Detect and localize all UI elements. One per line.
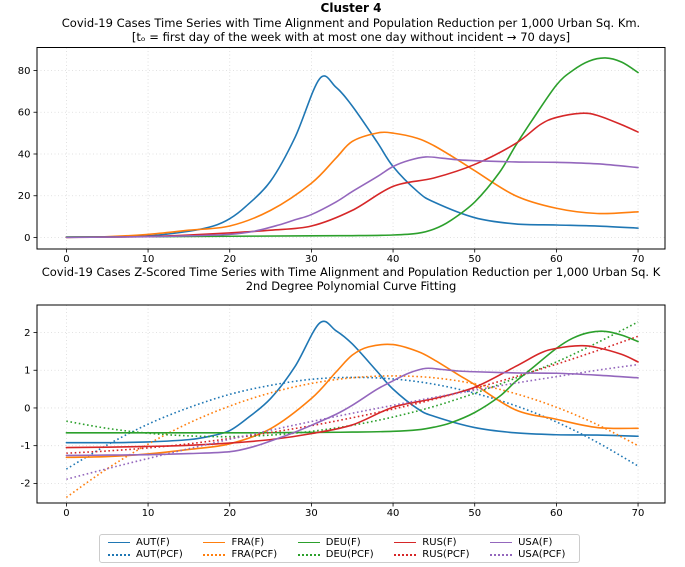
bottom-series-AUT(PCF): [65, 376, 639, 470]
legend: AUT(F) AUT(PCF) FRA(F) FRA(PCF) DEU(F) DEU(PC…: [99, 534, 580, 563]
y-tick-label: 40: [18, 149, 31, 160]
bottom-series-DEU(F): [65, 330, 639, 434]
x-tick-label: 70: [632, 254, 645, 265]
legend-solid-line-swatch: [108, 541, 130, 543]
bottom-series-FRA(F): [65, 343, 639, 459]
bottom-series-DEU(PCF): [66, 321, 639, 438]
top-chart-title: Covid-19 Cases Time Series with Time Ali…: [61, 16, 641, 30]
legend-solid-line-swatch: [490, 541, 513, 543]
bottom-series-USA(F): [65, 367, 639, 457]
x-tick-label: 50: [468, 508, 481, 519]
legend-dotted-line-swatch: [490, 553, 513, 556]
legend-dotted-line-swatch: [394, 553, 417, 556]
x-tick-label: 0: [63, 508, 69, 519]
top-chart-subtitle: [tₒ = first day of the week with at most…: [131, 30, 571, 44]
legend-label: USA(PCF): [518, 549, 566, 561]
legend-label: RUS(PCF): [422, 549, 470, 561]
figure-suptitle: Cluster 4: [320, 1, 382, 15]
legend-dotted-line-swatch: [297, 553, 320, 556]
x-tick-label: 0: [63, 254, 69, 265]
y-tick-label: 20: [18, 191, 31, 202]
bottom-chart-title: Covid-19 Cases Z-Scored Time Series with…: [41, 265, 661, 279]
bottom-series-RUS(PCF): [66, 335, 639, 455]
x-tick-label: 50: [468, 254, 481, 265]
legend-label: DEU(F): [325, 536, 361, 548]
top-series-RUS(F): [65, 112, 639, 239]
y-tick-label: -2: [21, 479, 31, 490]
x-tick-label: 30: [305, 254, 318, 265]
bottom-chart-subtitle: 2nd Degree Polynomial Curve Fitting: [245, 279, 457, 293]
legend-dotted-line-swatch: [203, 553, 226, 556]
y-tick-label: -1: [21, 441, 31, 452]
x-tick-label: 10: [142, 254, 155, 265]
x-tick-label: 20: [223, 254, 236, 265]
top-series-FRA(F): [65, 131, 639, 239]
top-series-DEU(F): [65, 57, 639, 238]
legend-item: RUS(F): [394, 537, 475, 548]
plot-border: [36, 47, 666, 250]
x-tick-label: 60: [550, 254, 563, 265]
y-tick-label: 0: [24, 403, 30, 414]
y-tick-label: 60: [18, 108, 31, 119]
legend-label: FRA(PCF): [231, 549, 278, 561]
x-tick-label: 70: [632, 508, 645, 519]
legend-item: FRA(PCF): [203, 549, 282, 560]
legend-item: USA(F): [490, 537, 571, 548]
legend-label: AUT(F): [136, 536, 170, 548]
legend-item: FRA(F): [203, 537, 282, 548]
legend-label: USA(F): [518, 536, 553, 548]
legend-item: AUT(PCF): [108, 549, 188, 560]
top-chart: 0 10 20 30 40 50 60 70 0 20 40 60 80: [18, 47, 666, 265]
legend-solid-line-swatch: [203, 541, 226, 543]
x-tick-label: 40: [387, 508, 400, 519]
legend-label: RUS(F): [422, 536, 457, 548]
legend-item: RUS(PCF): [394, 549, 475, 560]
y-tick-label: 2: [24, 328, 30, 339]
y-tick-label: 1: [24, 366, 30, 377]
bottom-series-AUT(F): [65, 320, 639, 444]
legend-dotted-line-swatch: [108, 553, 130, 556]
top-series-AUT(F): [65, 75, 639, 239]
y-tick-label: 0: [24, 233, 30, 244]
x-tick-label: 20: [223, 508, 236, 519]
legend-solid-line-swatch: [297, 541, 320, 543]
bottom-chart: 0 10 20 30 40 50 60 70 -2 -1 0 1 2: [21, 304, 666, 519]
legend-item: AUT(F): [108, 537, 188, 548]
x-tick-label: 60: [550, 508, 563, 519]
y-tick-label: 80: [18, 66, 31, 77]
legend-label: FRA(F): [231, 536, 265, 548]
bottom-series-USA(PCF): [66, 363, 639, 481]
x-tick-label: 30: [305, 508, 318, 519]
legend-item: USA(PCF): [490, 549, 571, 560]
legend-item: DEU(F): [297, 536, 380, 548]
bottom-series-FRA(PCF): [65, 375, 639, 498]
legend-label: AUT(PCF): [136, 549, 183, 561]
top-series-USA(F): [65, 156, 639, 239]
bottom-series-RUS(F): [65, 344, 639, 449]
legend-solid-line-swatch: [394, 541, 417, 543]
legend-item: DEU(PCF): [297, 549, 380, 561]
x-tick-label: 10: [142, 508, 155, 519]
x-tick-label: 40: [387, 254, 400, 265]
plot-border: [36, 304, 666, 504]
legend-label: DEU(PCF): [325, 549, 374, 561]
